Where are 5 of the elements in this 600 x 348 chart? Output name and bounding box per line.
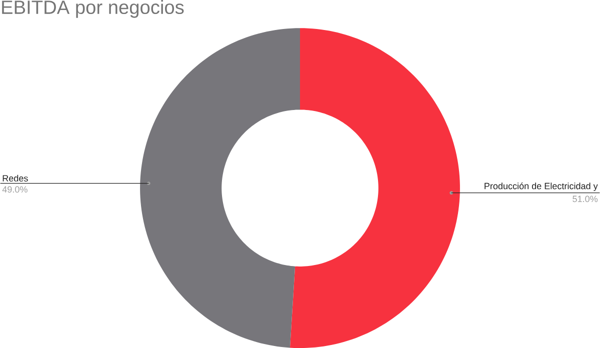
data-label: 51.0%	[572, 196, 598, 202]
chart-title: EBITDA por negocios	[2, 0, 184, 18]
slice-label: Producción de Electricidad y	[484, 182, 598, 192]
slice-label: Redes	[2, 174, 28, 182]
data-label: 49.0%	[2, 186, 28, 193]
